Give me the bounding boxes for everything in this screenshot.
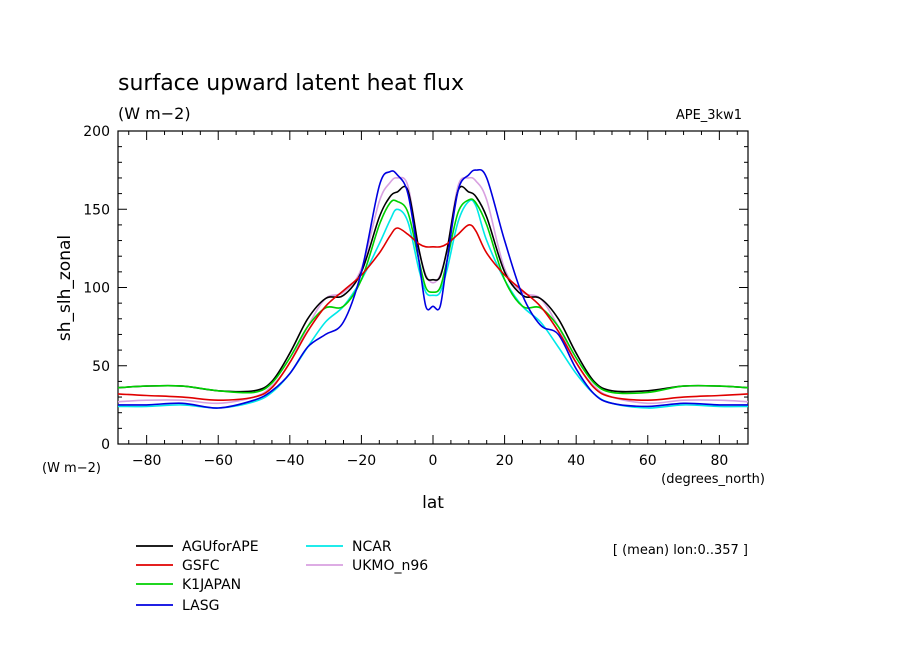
plot-frame [117, 130, 749, 445]
legend: AGUforAPE GSFC K1JAPAN LASG NCAR UKMO_n96 [136, 539, 428, 614]
x-tick-label: 80 [710, 453, 728, 469]
x-tick-label: 0 [429, 453, 438, 469]
legend-label: LASG [182, 598, 219, 614]
y-tick-label: 150 [83, 202, 110, 218]
x-axis-label: lat [422, 493, 444, 513]
legend-label: UKMO_n96 [352, 558, 428, 574]
series-line-lasg [117, 168, 749, 409]
y-tick-label: 200 [83, 124, 110, 140]
series-line-k1japan [117, 198, 749, 395]
chart-title: surface upward latent heat flux [118, 71, 464, 96]
legend-label: AGUforAPE [182, 539, 259, 555]
series-line-aguforape [117, 185, 749, 393]
chart-units: (W m−2) [118, 104, 191, 123]
x-tick-label: 20 [496, 453, 514, 469]
series-line-gsfc [117, 224, 749, 402]
x-tick-label: −80 [132, 453, 162, 469]
x-tick-label: 40 [567, 453, 585, 469]
y-tick-label: 0 [101, 437, 110, 453]
legend-label: NCAR [352, 539, 392, 555]
mean-note: [ (mean) lon:0..357 ] [613, 543, 748, 558]
y-tick-label: 100 [83, 281, 110, 297]
x-tick-label: −40 [275, 453, 305, 469]
y-axis-label: sh_slh_zonal [55, 235, 75, 341]
legend-label: K1JAPAN [182, 577, 241, 593]
x-axis-units: (degrees_north) [661, 472, 765, 487]
series-group [117, 168, 749, 409]
y-tick-label: 50 [92, 359, 110, 375]
x-tick-label: −60 [203, 453, 233, 469]
legend-label: GSFC [182, 558, 220, 574]
series-line-ncar [117, 199, 749, 409]
series-line-ukmo-n96 [117, 176, 749, 405]
x-tick-label: 60 [639, 453, 657, 469]
ticks-group: −80 −60 −40 −20 0 20 40 60 80 0 50 100 150 200 [83, 124, 748, 469]
x-tick-label: −20 [347, 453, 377, 469]
y-axis-units: (W m−2) [42, 461, 101, 476]
experiment-label: APE_3kw1 [676, 108, 742, 123]
